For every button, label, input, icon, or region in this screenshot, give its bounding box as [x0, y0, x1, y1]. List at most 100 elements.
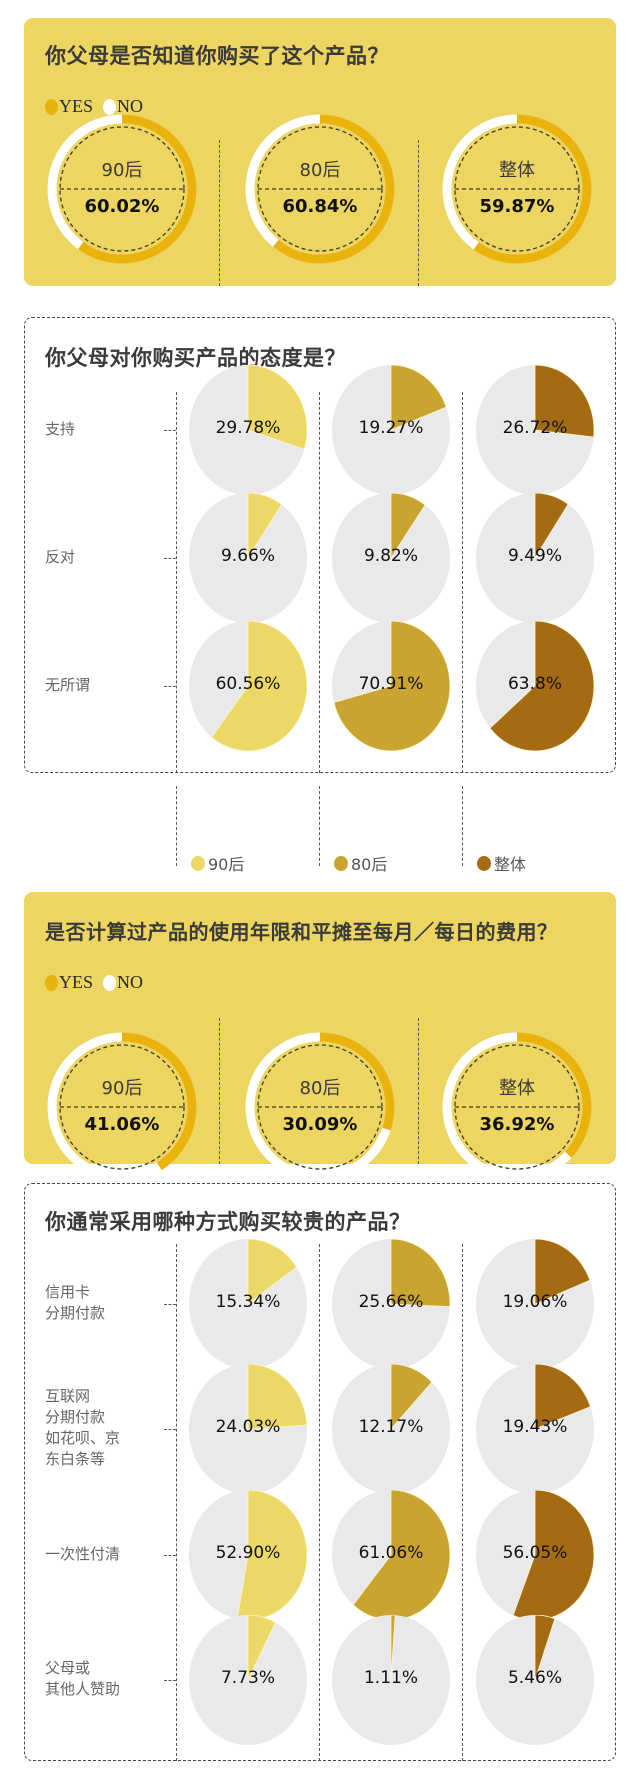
pie-internet-installment-overall: 19.43%	[476, 1364, 594, 1494]
column-divider	[219, 1018, 220, 1164]
ring-chart-90s: 90后 60.02%	[47, 114, 197, 264]
ring-chart-90s: 90后 41.06%	[47, 1032, 197, 1182]
panel-parents-attitude	[24, 317, 616, 773]
row-label-line: 父母或	[45, 1659, 91, 1677]
panel-calculated-cost	[24, 892, 616, 1164]
legend-item-80s: 80后	[334, 851, 387, 875]
row-label-pay-in-full: 一次性付清	[45, 1544, 120, 1565]
panel1-yes-no-legend: YES NO	[45, 96, 143, 117]
pie-percentage-value: 63.8%	[507, 674, 562, 694]
pie-percentage-value: 56.05%	[502, 1543, 568, 1563]
row-connector	[164, 430, 176, 431]
legend-80s-label: 80后	[351, 855, 388, 874]
row-connector	[164, 558, 176, 559]
pie-percentage-value: 29.78%	[215, 418, 281, 438]
pie-oppose-80s: 9.82%	[332, 493, 450, 623]
row-label-line: 如花呗、京	[45, 1429, 121, 1447]
pie-percentage-value: 9.82%	[363, 546, 418, 566]
ring-group-label: 整体	[499, 160, 535, 181]
ring-chart-80s: 80后 60.84%	[245, 114, 395, 264]
ring-group-label: 80后	[299, 160, 341, 181]
pie-credit-card-installment-90s: 15.34%	[189, 1239, 307, 1369]
pie-percentage-value: 61.06%	[358, 1543, 424, 1563]
pie-percentage-value: 15.34%	[215, 1292, 281, 1312]
pie-percentage-value: 5.46%	[507, 1668, 562, 1688]
legend-divider	[319, 786, 320, 866]
no-dot-icon	[103, 974, 117, 991]
row-label-internet-installment: 互联网 分期付款 如花呗、京 东白条等	[45, 1386, 120, 1470]
legend-yes-label: YES	[59, 972, 94, 992]
pie-percentage-value: 70.91%	[358, 674, 424, 694]
pie-indifferent-80s: 70.91%	[332, 621, 450, 751]
legend-no-label: NO	[117, 96, 144, 116]
pie-percentage-value: 12.17%	[358, 1417, 424, 1437]
row-label-support: 支持	[45, 420, 76, 438]
pie-pay-in-full-90s: 52.90%	[189, 1490, 307, 1620]
ring-chart-overall: 整体 59.87%	[442, 114, 592, 264]
pie-support-overall: 26.72%	[476, 365, 594, 495]
row-label-line: 分期付款	[45, 1408, 106, 1426]
column-divider	[462, 1244, 463, 1761]
pie-internet-installment-80s: 12.17%	[332, 1364, 450, 1494]
legend-90s-label: 90后	[208, 855, 245, 874]
column-divider	[176, 392, 177, 773]
pie-parents-sponsor-90s: 7.73%	[189, 1615, 307, 1745]
pie-pay-in-full-overall: 56.05%	[476, 1490, 594, 1620]
pie-support-80s: 19.27%	[332, 365, 450, 495]
row-connector	[164, 1680, 176, 1681]
ring-chart-overall: 整体 36.92%	[442, 1032, 592, 1182]
column-divider	[319, 392, 320, 773]
ring-percentage-value: 60.84%	[282, 196, 358, 217]
pie-pay-in-full-80s: 61.06%	[332, 1490, 450, 1620]
row-connector	[164, 686, 176, 687]
ring-group-label: 90后	[101, 1078, 143, 1099]
legend-item-overall: 整体	[477, 851, 526, 875]
pie-support-90s: 29.78%	[189, 365, 307, 495]
legend-divider	[462, 786, 463, 866]
panel3-yes-no-legend: YES NO	[45, 972, 143, 993]
pie-percentage-value: 25.66%	[358, 1292, 424, 1312]
pie-oppose-overall: 9.49%	[476, 493, 594, 623]
pie-credit-card-installment-80s: 25.66%	[332, 1239, 450, 1369]
panel-payment-method	[24, 1183, 616, 1761]
row-label-parents-sponsor: 父母或 其他人赞助	[45, 1658, 120, 1700]
row-label-line: 其他人赞助	[45, 1680, 121, 1698]
row-label-oppose: 反对	[45, 548, 76, 566]
row-label-indifferent: 无所谓	[45, 676, 91, 694]
pie-percentage-value: 9.66%	[220, 546, 275, 566]
row-label-credit-card-installment: 信用卡 分期付款	[45, 1282, 105, 1324]
pie-indifferent-overall: 63.8%	[476, 621, 594, 751]
pie-percentage-value: 9.49%	[507, 546, 562, 566]
row-connector	[164, 1429, 176, 1430]
pie-internet-installment-90s: 24.03%	[189, 1364, 307, 1494]
yes-dot-icon	[45, 974, 58, 991]
pie-parents-sponsor-overall: 5.46%	[476, 1615, 594, 1745]
pie-percentage-value: 19.06%	[502, 1292, 568, 1312]
row-label-line: 互联网	[45, 1387, 91, 1405]
ring-percentage-value: 41.06%	[84, 1114, 160, 1135]
legend-no-label: NO	[117, 972, 144, 992]
column-divider	[418, 140, 419, 286]
panel-parents-know	[24, 18, 616, 286]
row-connector	[164, 1304, 176, 1305]
pie-percentage-value: 19.27%	[358, 418, 424, 438]
pie-percentage-value: 24.03%	[215, 1417, 281, 1437]
ring-percentage-value: 59.87%	[479, 196, 555, 217]
column-divider	[176, 1244, 177, 1761]
pie-indifferent-90s: 60.56%	[189, 621, 307, 751]
legend-90s-dot-icon	[191, 855, 205, 871]
legend-yes-label: YES	[59, 96, 94, 116]
pie-percentage-value: 52.90%	[215, 1543, 281, 1563]
pie-percentage-value: 60.56%	[215, 674, 281, 694]
row-label-line: 分期付款	[45, 1304, 106, 1322]
panel4-title: 你通常采用哪种方式购买较贵的产品？	[45, 1210, 411, 1234]
panel1-title: 你父母是否知道你购买了这个产品？	[45, 44, 389, 68]
ring-percentage-value: 60.02%	[84, 196, 160, 217]
legend-80s-dot-icon	[334, 855, 348, 871]
ring-percentage-value: 30.09%	[282, 1114, 358, 1135]
column-divider	[418, 1018, 419, 1164]
pie-percentage-value: 19.43%	[502, 1417, 568, 1437]
legend-overall-label: 整体	[494, 855, 527, 874]
row-label-line: 一次性付清	[45, 1544, 121, 1563]
pie-credit-card-installment-overall: 19.06%	[476, 1239, 594, 1369]
